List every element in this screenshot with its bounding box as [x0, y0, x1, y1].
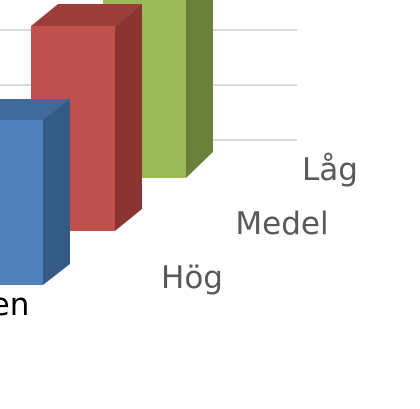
series-label-medel: Medel	[235, 206, 328, 242]
bar-side-medel	[115, 4, 142, 231]
bar-top-hg	[0, 99, 70, 120]
bar-side-hg	[43, 99, 70, 285]
bar-hg	[0, 99, 70, 285]
bar-front-hg	[0, 120, 43, 285]
bar-side-lg	[186, 0, 213, 178]
series-label-lag: Låg	[302, 152, 358, 188]
bars	[0, 0, 213, 285]
category-label: en	[0, 287, 29, 323]
series-label-hog: Hög	[161, 260, 223, 296]
bar-top-medel	[31, 4, 142, 26]
